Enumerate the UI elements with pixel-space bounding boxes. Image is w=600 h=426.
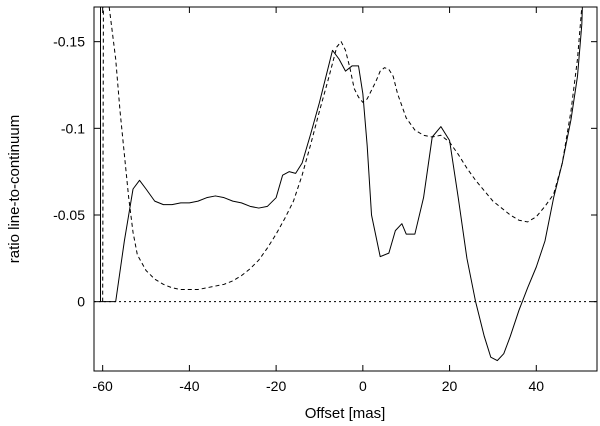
- x-tick-label: -60: [93, 378, 113, 394]
- x-axis: -60 -40 -20 0 20 40: [93, 7, 545, 394]
- x-tick-label: 40: [529, 378, 545, 394]
- x-tick-label: 20: [442, 378, 458, 394]
- x-tick-label: 0: [359, 378, 367, 394]
- y-axis-label: ratio line-to-continuum: [6, 115, 23, 263]
- x-tick-label: -20: [266, 378, 286, 394]
- y-tick-label: -0.1: [61, 120, 85, 136]
- y-axis: -0.15 -0.1 -0.05 0: [53, 34, 597, 310]
- y-tick-label: -0.05: [53, 207, 85, 223]
- y-tick-label: -0.15: [53, 34, 85, 50]
- plot-frame: [93, 6, 598, 372]
- solid-series-line: [100, 7, 583, 362]
- y-tick-label: 0: [77, 294, 85, 310]
- plot-area: [94, 7, 597, 371]
- series-layer: [100, 7, 583, 362]
- x-axis-label: Offset [mas]: [305, 405, 386, 422]
- x-tick-label: -40: [179, 378, 199, 394]
